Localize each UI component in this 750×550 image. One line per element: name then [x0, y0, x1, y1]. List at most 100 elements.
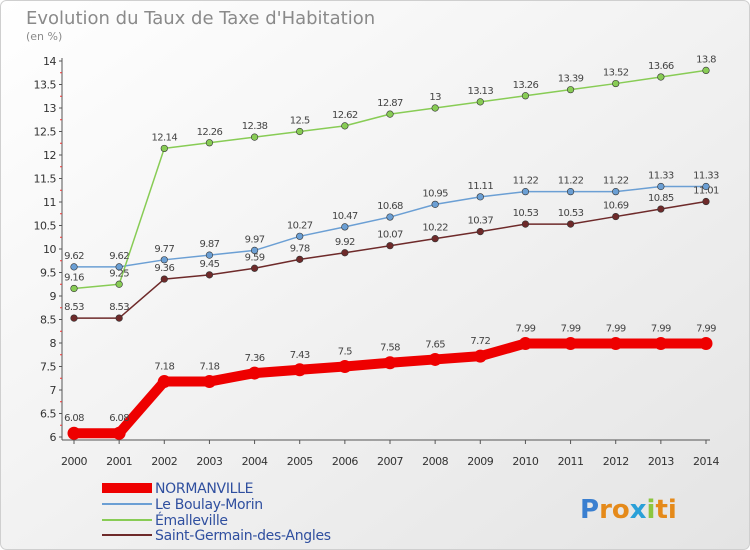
x-tick-label: 2006 [332, 455, 358, 468]
data-label: 6.08 [109, 413, 129, 424]
legend-label: NORMANVILLE [155, 481, 253, 497]
data-label: 7.36 [245, 353, 265, 364]
data-label: 13 [429, 92, 441, 103]
data-label: 9.62 [109, 251, 129, 262]
legend-label: Émalleville [155, 512, 228, 529]
x-tick-label: 2007 [377, 455, 403, 468]
data-point [248, 366, 262, 380]
data-point [70, 284, 78, 293]
y-tick-label: 8.5 [40, 314, 56, 327]
logo-letter: P [580, 495, 599, 525]
logo-letter: r [599, 495, 612, 525]
data-point [476, 193, 484, 201]
data-label: 9.87 [199, 239, 219, 250]
data-point [250, 264, 259, 272]
data-point [431, 104, 439, 112]
y-tick-label: 6 [50, 431, 57, 444]
y-tick-label: 14 [43, 55, 56, 68]
data-point [205, 271, 214, 279]
data-point [657, 73, 665, 81]
data-label: 8.53 [64, 302, 84, 313]
data-point [115, 263, 123, 271]
x-tick-label: 2010 [512, 455, 538, 468]
data-label: 12.87 [377, 98, 403, 109]
y-tick-label: 10.5 [34, 220, 57, 233]
data-label: 7.99 [696, 323, 716, 334]
data-point [157, 375, 171, 389]
data-point [341, 249, 349, 257]
chart-subtitle: (en %) [26, 30, 62, 43]
data-label: 13.66 [648, 61, 674, 72]
data-label: 11.33 [693, 170, 719, 181]
data-label: 12.26 [197, 127, 223, 138]
y-tick-label: 6.5 [40, 408, 56, 421]
data-point [205, 251, 214, 259]
legend-label: Le Boulay-Morin [155, 497, 263, 513]
y-tick-label: 7 [50, 384, 57, 397]
x-tick-label: 2008 [422, 455, 448, 468]
x-tick-label: 2009 [467, 455, 493, 468]
data-label: 13.52 [603, 68, 629, 79]
data-point [612, 188, 620, 196]
data-point [160, 144, 168, 153]
data-label: 7.99 [515, 323, 535, 334]
data-point [612, 212, 620, 221]
data-label: 7.58 [380, 343, 400, 354]
data-point [699, 336, 713, 350]
data-point [341, 223, 349, 231]
data-label: 11.22 [513, 176, 539, 187]
logo-letter: i [668, 495, 677, 525]
data-label: 7.72 [470, 336, 490, 347]
data-label: 7.18 [199, 362, 219, 373]
data-point [112, 426, 126, 440]
data-label: 9.78 [290, 243, 310, 254]
data-point [431, 235, 439, 243]
data-label: 10.68 [377, 201, 403, 212]
data-point [566, 86, 575, 94]
y-tick-label: 10 [43, 243, 56, 256]
data-label: 9.25 [109, 268, 129, 279]
data-label: 12.38 [242, 121, 268, 132]
logo-letter: i [647, 495, 656, 525]
data-point [115, 280, 123, 288]
chart-title: Evolution du Taux de Taxe d'Habitation [26, 8, 375, 29]
data-label: 7.99 [651, 323, 671, 334]
data-label: 7.5 [338, 347, 352, 358]
data-label: 11.22 [603, 176, 629, 187]
data-point [205, 139, 214, 147]
logo-text: Proxiti [580, 495, 677, 525]
data-label: 9.92 [335, 237, 355, 248]
data-label: 7.99 [606, 323, 626, 334]
data-point [160, 275, 168, 283]
x-tick-label: 2004 [242, 455, 268, 468]
data-label: 7.99 [561, 323, 581, 334]
data-label: 9.59 [245, 252, 265, 263]
proxiti-logo: Proxiti [580, 495, 677, 525]
x-tick-label: 2014 [693, 455, 719, 468]
data-point [296, 255, 304, 263]
data-label: 13.26 [513, 80, 539, 91]
data-point [250, 246, 259, 255]
data-label: 7.18 [154, 362, 174, 373]
data-point [386, 242, 394, 250]
data-label: 10.95 [422, 188, 448, 199]
data-label: 10.47 [332, 211, 358, 222]
data-label: 10.69 [603, 201, 629, 212]
data-label: 10.22 [422, 223, 448, 234]
data-point [702, 182, 710, 191]
data-point [702, 66, 710, 74]
data-point [521, 92, 530, 100]
x-tick-label: 2012 [603, 455, 629, 468]
data-point [566, 220, 575, 228]
data-label: 11.01 [693, 186, 719, 197]
data-label: 10.85 [648, 193, 674, 204]
data-label: 6.08 [64, 413, 84, 424]
data-point [564, 336, 578, 350]
data-point [250, 133, 259, 141]
data-label: 11.22 [558, 176, 584, 187]
data-label: 9.77 [154, 244, 174, 255]
data-point [293, 363, 307, 377]
